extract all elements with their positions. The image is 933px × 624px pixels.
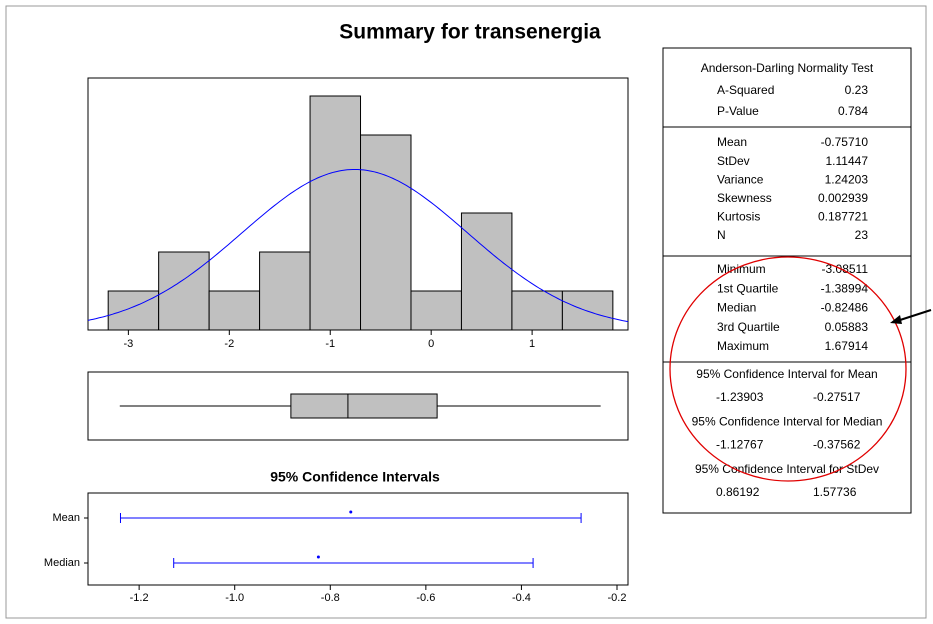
stat-label: Median [717, 301, 756, 315]
table-header: Anderson-Darling Normality Test [701, 61, 874, 75]
stat-value: 0.05883 [825, 320, 869, 334]
bar [107, 290, 160, 331]
ci-title: 95% Confidence Intervals [270, 469, 440, 485]
arrow [896, 309, 932, 322]
stat-value: 1.67914 [825, 339, 869, 353]
normal-curve [87, 169, 629, 323]
interval-title: 95% Confidence Interval for Median [692, 415, 883, 429]
category-label: Mean [52, 512, 80, 524]
stat-label: N [717, 228, 726, 242]
x-tick-label: -2 [224, 338, 234, 350]
stat-value: -1.38994 [821, 281, 869, 295]
bar [511, 290, 563, 331]
x-tick-label: 0 [428, 338, 434, 350]
estimate [349, 510, 353, 514]
bar [259, 251, 311, 331]
x-tick-label: -3 [123, 338, 133, 350]
box [290, 393, 438, 419]
bar [460, 212, 513, 331]
interval-low: -1.23903 [716, 390, 764, 404]
stat-value: 1.24203 [825, 172, 869, 186]
interval-low: 0.86192 [716, 485, 760, 499]
interval-title: 95% Confidence Interval for StDev [695, 462, 879, 476]
bar [561, 290, 614, 331]
estimate [316, 555, 320, 559]
stat-label: 1st Quartile [717, 281, 779, 295]
title: Summary for transenergia [339, 21, 601, 44]
stat-value: -0.82486 [821, 301, 869, 315]
x-tick-label: -1.2 [130, 592, 149, 604]
stat-value: 1.11447 [826, 154, 869, 168]
stat-label: StDev [717, 154, 750, 168]
x-tick-label: -0.2 [608, 592, 627, 604]
bar [158, 251, 210, 331]
x-tick-label: -1.0 [225, 592, 244, 604]
stat-label: Maximum [717, 339, 769, 353]
arrow-head [890, 315, 902, 324]
stat-label: Skewness [717, 191, 772, 205]
stat-label: Kurtosis [717, 210, 760, 224]
ci-frame [87, 492, 629, 586]
stat-label: P-Value [717, 104, 759, 118]
interval-high: 1.57736 [813, 485, 857, 499]
stat-value: 0.784 [838, 104, 868, 118]
x-tick-label: -0.6 [416, 592, 435, 604]
stat-value: 0.187721 [818, 210, 868, 224]
bar [410, 290, 462, 331]
interval-title: 95% Confidence Interval for Mean [696, 367, 877, 381]
stat-label: Mean [717, 135, 747, 149]
stat-value: 23 [855, 228, 869, 242]
stat-value: 0.002939 [818, 191, 868, 205]
category-label: Median [44, 557, 80, 569]
stat-value: 0.23 [845, 83, 869, 97]
bar [309, 95, 362, 331]
x-tick-label: 1 [529, 338, 535, 350]
x-tick-label: -1 [325, 338, 335, 350]
x-tick-label: -0.8 [321, 592, 340, 604]
stat-label: Minimum [717, 262, 766, 276]
bar [360, 134, 412, 331]
stat-label: A-Squared [717, 83, 774, 97]
bar [208, 290, 261, 331]
stats-table [662, 47, 912, 514]
highlight-circle [669, 256, 907, 482]
stat-label: Variance [717, 172, 764, 186]
stat-value: -0.75710 [821, 135, 869, 149]
interval-low: -1.12767 [716, 438, 764, 452]
x-tick-label: -0.4 [512, 592, 531, 604]
interval-high: -0.37562 [813, 438, 861, 452]
stat-label: 3rd Quartile [717, 320, 780, 334]
interval-high: -0.27517 [813, 390, 861, 404]
